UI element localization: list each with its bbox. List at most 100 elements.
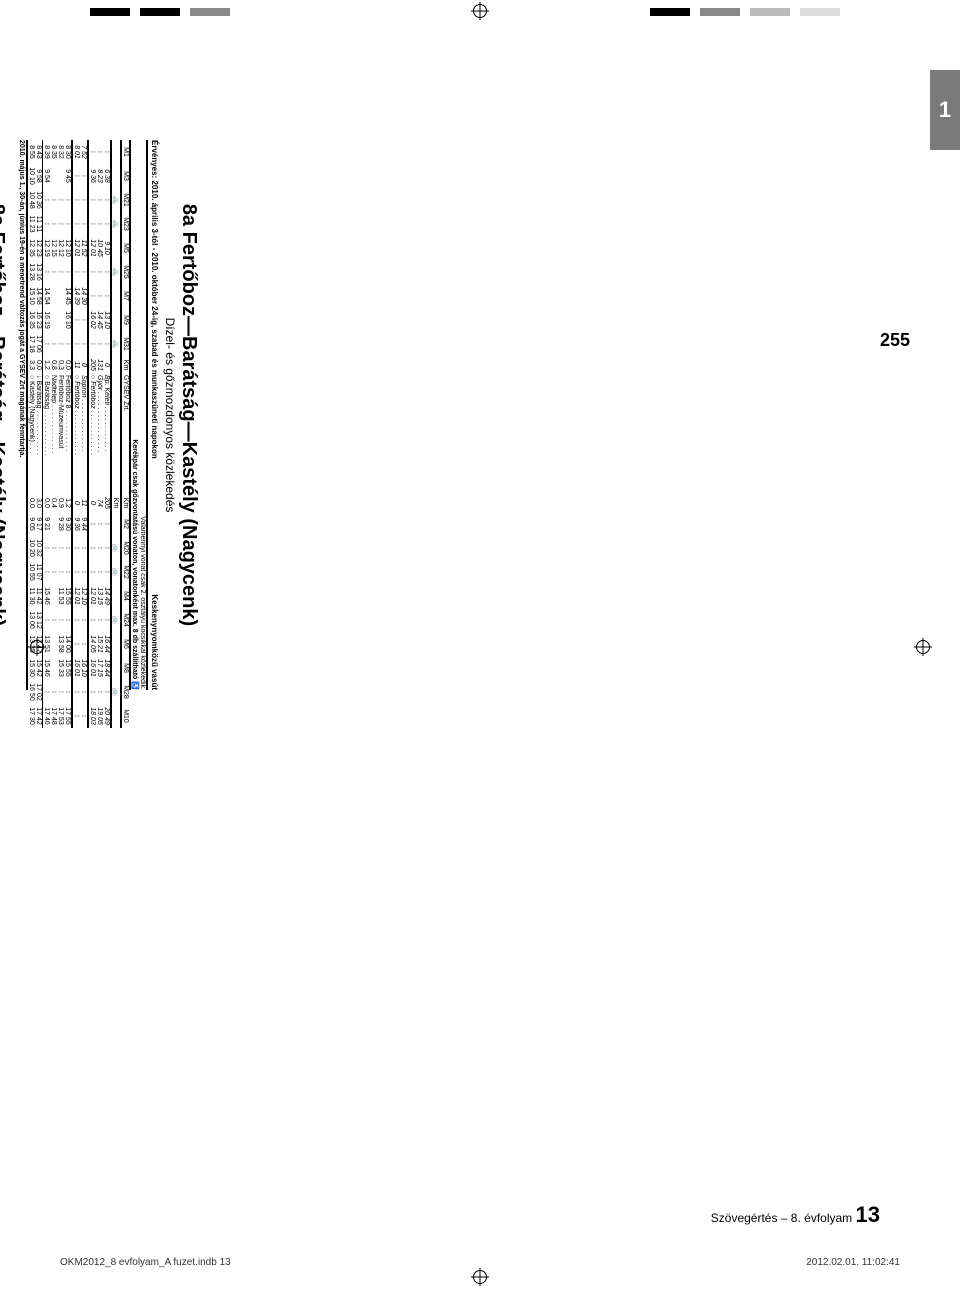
service-code: M28: [121, 680, 129, 704]
time-cell: 9 45: [64, 164, 72, 188]
operator-header: GYSEV Zrt.: [121, 374, 129, 494]
time-cell: [50, 512, 57, 536]
time-cell: ⁞: [103, 284, 111, 308]
time-cell: ⁞: [80, 704, 88, 728]
km-cell: 205: [88, 356, 96, 374]
time-cell: ⁞: [88, 680, 96, 704]
footer-page-number: 13: [856, 1202, 880, 1227]
time-cell: 12 23: [35, 236, 43, 260]
time-cell: 17 42: [35, 704, 43, 728]
station-name: Fertőboz-Múzeumvasút: [57, 374, 64, 494]
bike-icon: 🚲: [111, 212, 121, 236]
time-cell: 17 48: [50, 704, 57, 728]
time-cell: [50, 308, 57, 332]
km-cell: 1,2: [64, 494, 72, 512]
km-cell: 0: [103, 356, 111, 374]
time-cell: ⁞: [72, 560, 80, 584]
time-cell: 16 35: [28, 308, 35, 332]
time-cell: ⁞: [72, 332, 80, 356]
time-cell: ⁞: [103, 212, 111, 236]
station-name: Sopron . . . . . . . . . . . . . .: [80, 374, 88, 494]
time-cell: ⁞: [96, 284, 103, 308]
time-cell: 9 10: [103, 236, 111, 260]
reg-target-top: [473, 4, 487, 18]
km-cell: 1,2: [43, 356, 51, 374]
km-cell: 0,0: [35, 356, 43, 374]
time-cell: 9 58: [35, 164, 43, 188]
time-cell: 17 30: [28, 704, 35, 728]
time-cell: 13 58: [57, 632, 64, 656]
print-footer: OKM2012_8 evfolyam_A fuzet.indb 13 2012.…: [60, 1257, 900, 1268]
time-cell: ⁞: [96, 332, 103, 356]
time-cell: ⁞: [50, 212, 57, 236]
timetable-sheet: 8a Fertőboz—Barátság—Kastély (Nagycenk) …: [0, 140, 200, 690]
time-cell: 16 23: [35, 308, 43, 332]
time-cell: 10 45: [96, 236, 103, 260]
km-cell: 0,0: [43, 494, 51, 512]
km-header: Km: [121, 356, 129, 374]
time-cell: 9 36: [72, 512, 80, 536]
km-cell: 0,4: [50, 494, 57, 512]
time-cell: ⁞: [88, 260, 96, 284]
time-cell: ⁞: [57, 332, 64, 356]
tt1-table: M1M3M21M23M5M25M7M9M31KmGYSEV Zrt.KmM2M2…: [28, 140, 129, 728]
time-cell: 9 54: [43, 164, 51, 188]
time-cell: ⁞: [72, 608, 80, 632]
time-cell: 16 50: [28, 680, 35, 704]
time-cell: 12 01: [88, 236, 96, 260]
bike-icon: [111, 632, 121, 656]
time-cell: ⁞: [88, 536, 96, 560]
tt1-note2: Valamennyi vonat csak 2. osztályú kocsik…: [139, 516, 146, 690]
time-cell: 8 01: [72, 140, 80, 164]
time-cell: ⁞: [57, 608, 64, 632]
time-cell: 10 32: [35, 536, 43, 560]
bike-icon: [111, 704, 121, 728]
time-cell: ⁞: [64, 608, 72, 632]
service-code: M3: [121, 164, 129, 188]
time-cell: 15 10: [28, 284, 35, 308]
time-cell: [50, 164, 57, 188]
time-cell: 12 01: [72, 584, 80, 608]
timetable-2: 8a Fertőboz—Barátság—Kastély (Nagycenk) …: [0, 140, 8, 690]
time-cell: 8 39: [43, 140, 51, 164]
time-cell: 13 51: [43, 632, 51, 656]
time-cell: ⁞: [88, 332, 96, 356]
bike-icon: 🚲: [111, 332, 121, 356]
time-cell: ⁞: [80, 560, 88, 584]
time-cell: ⁞: [80, 332, 88, 356]
time-cell: ⁞: [96, 260, 103, 284]
service-code: M10: [121, 704, 129, 728]
tt1-note1: Keskenynyomközű vasút: [150, 594, 159, 690]
time-cell: 17 53: [57, 704, 64, 728]
footer-center: Szövegértés – 8. évfolyam 13: [711, 1202, 880, 1228]
time-cell: ⁞: [43, 188, 51, 212]
km-cell: 0: [80, 356, 88, 374]
km-cell: 0: [72, 494, 80, 512]
station-name: ○ Barátság . . . . . . . . . . . .: [43, 374, 51, 494]
time-cell: ⁞: [96, 680, 103, 704]
time-cell: 11 53: [57, 584, 64, 608]
bike-icon: 🚲: [111, 608, 121, 632]
time-cell: 13 00: [28, 608, 35, 632]
time-cell: ⁞: [72, 536, 80, 560]
time-cell: [57, 308, 64, 332]
time-cell: 13 47: [35, 632, 43, 656]
time-cell: ⁞: [80, 260, 88, 284]
time-cell: ⁞: [80, 164, 88, 188]
time-cell: 11 11: [35, 212, 43, 236]
time-cell: 10 20: [28, 536, 35, 560]
time-cell: ⁞: [88, 188, 96, 212]
service-code: M2: [121, 512, 129, 536]
time-cell: 13 16: [35, 260, 43, 284]
km-cell: 205: [103, 494, 111, 512]
timetable-1: 8a Fertőboz—Barátság—Kastély (Nagycenk) …: [18, 140, 200, 690]
time-cell: 18 03: [88, 704, 96, 728]
time-cell: 15 42: [35, 656, 43, 680]
time-cell: ⁞: [50, 560, 57, 584]
km-cell: 0,8: [50, 356, 57, 374]
time-cell: 15 55: [64, 656, 72, 680]
time-cell: [50, 584, 57, 608]
time-cell: 17 46: [43, 704, 51, 728]
time-cell: 8 55: [28, 140, 35, 164]
service-code: M4: [121, 584, 129, 608]
